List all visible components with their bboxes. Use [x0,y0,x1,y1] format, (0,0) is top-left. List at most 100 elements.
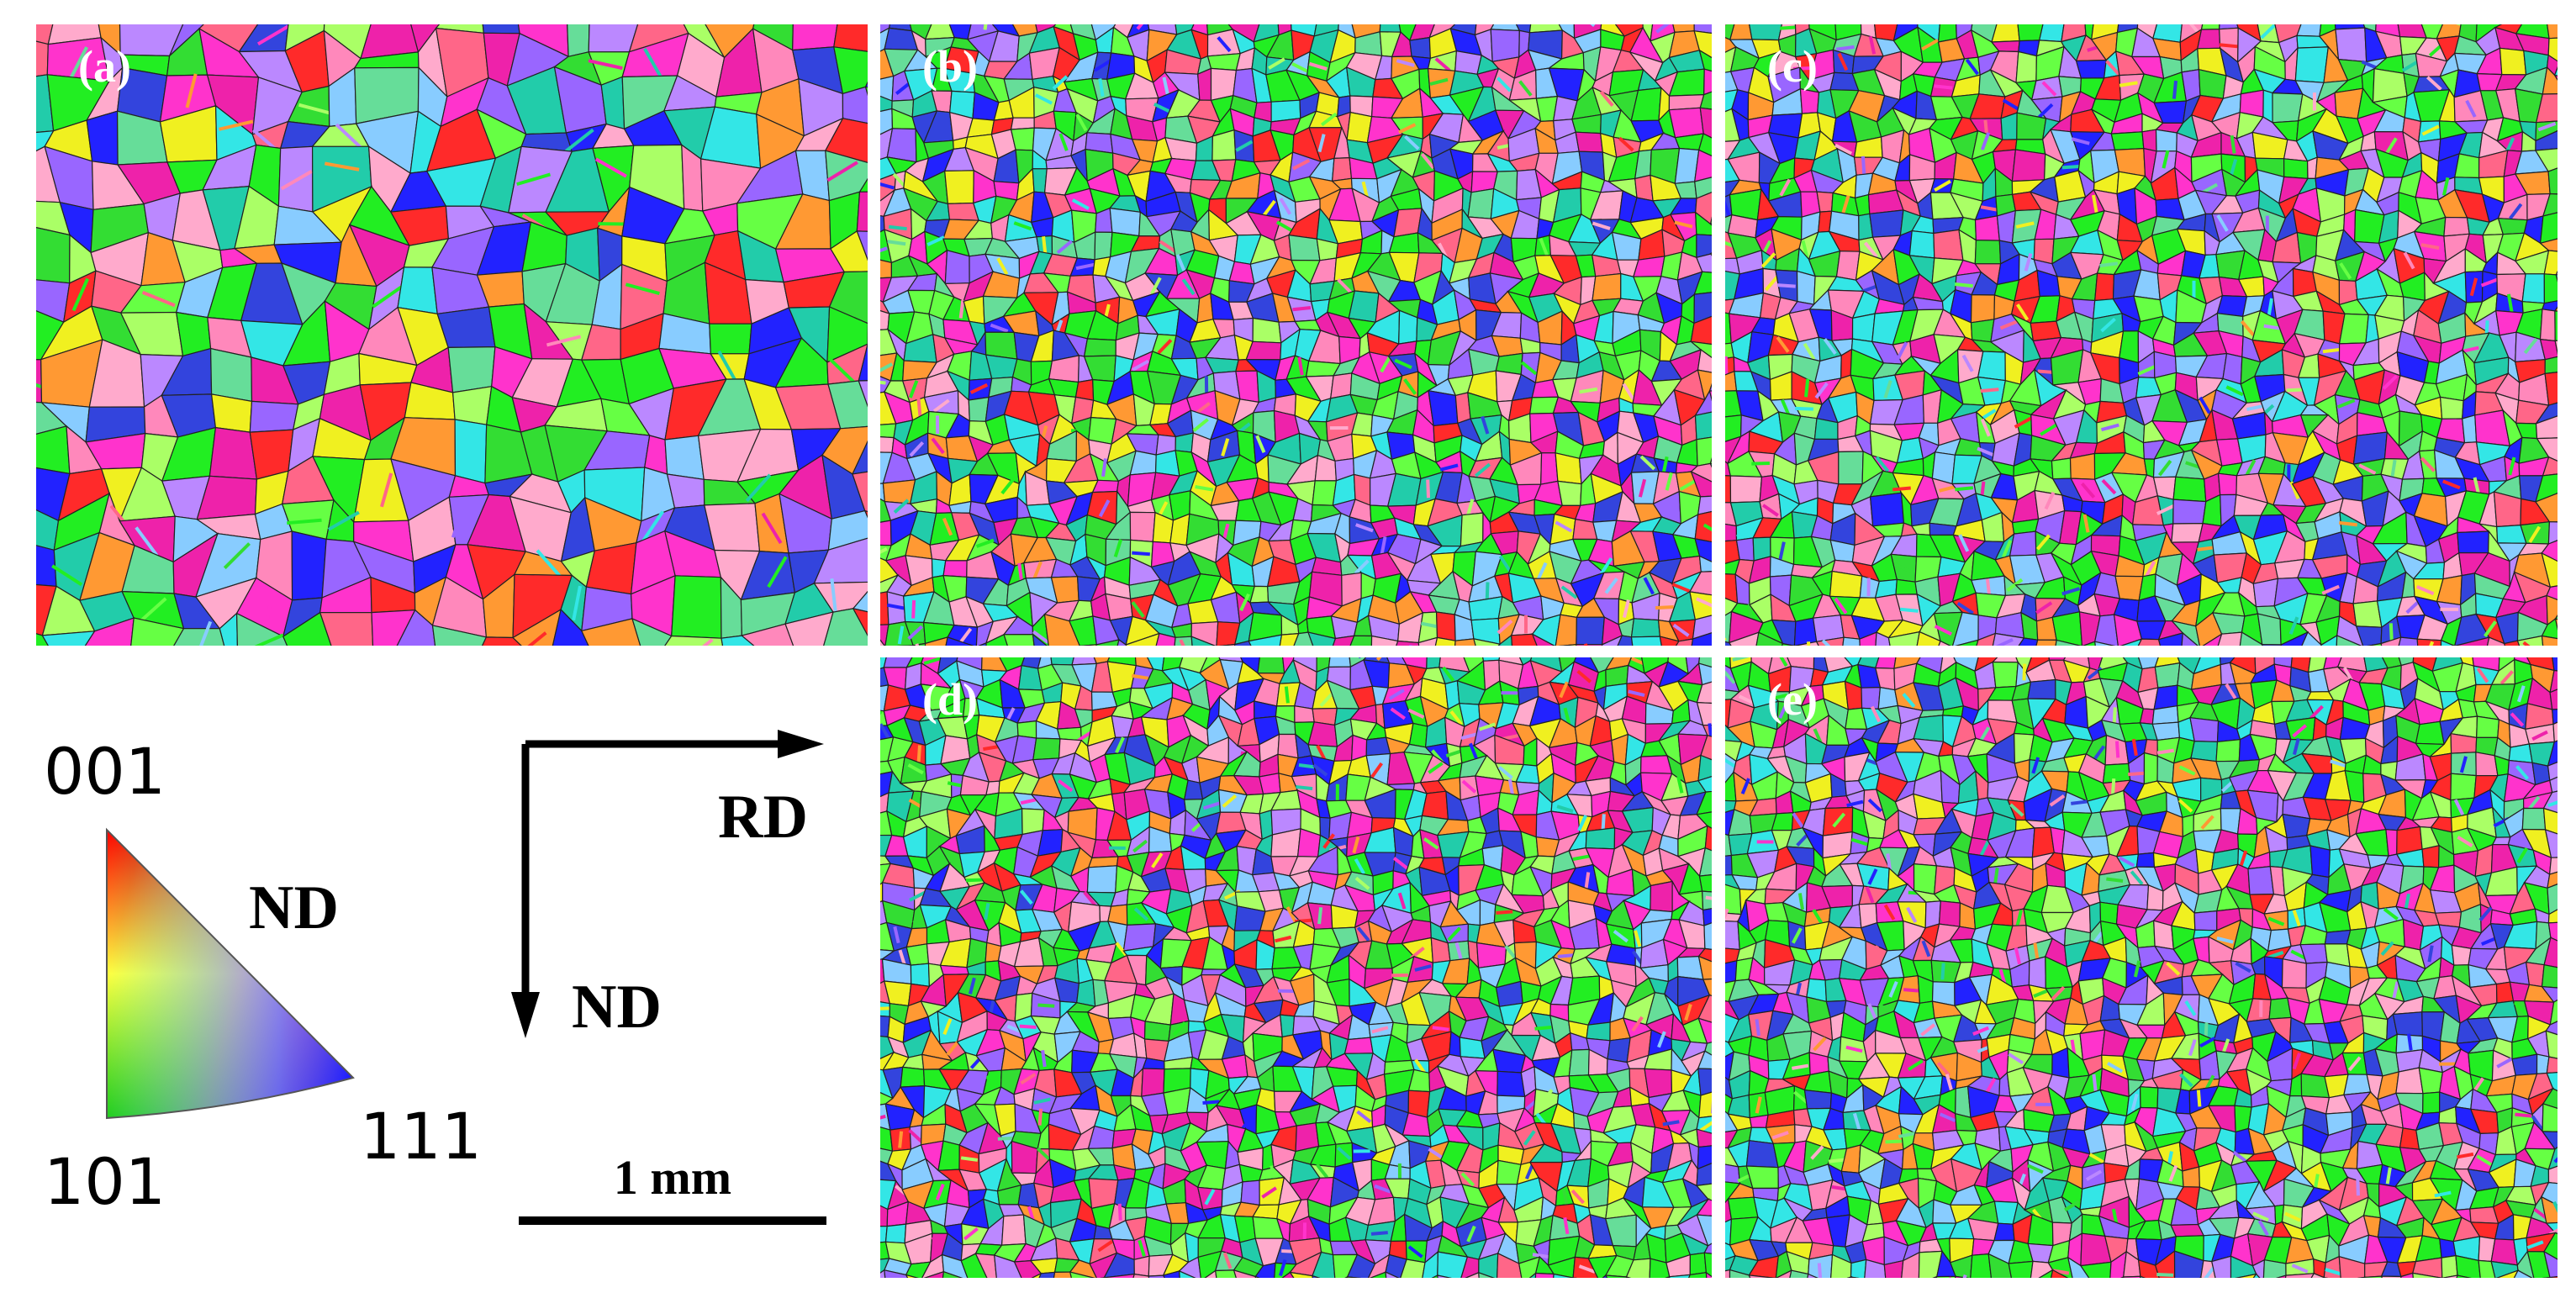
twin [1020,797,1037,805]
twin [2082,514,2090,533]
grain [664,635,724,646]
grain [1859,631,1877,646]
grain [1467,187,1495,219]
twin [1676,776,1684,794]
twin [2362,405,2381,413]
twin [1322,833,1335,849]
grain [1908,230,1935,259]
twin [880,710,883,715]
twin [1136,24,1144,30]
twin [1442,666,1455,682]
twin [1814,382,1829,399]
grain [1155,632,1176,646]
grain [880,591,889,625]
twin [251,681,282,699]
grain [1696,790,1712,815]
grain [1175,432,1194,453]
twin [1555,520,1573,533]
grain [2336,635,2362,646]
grain [786,673,842,698]
grain [2535,493,2558,523]
grain [210,393,253,433]
twin [1275,935,1292,943]
twin [1751,461,1770,466]
twin [641,510,664,542]
grain [512,608,562,646]
grain [84,617,135,646]
grain [2439,396,2464,419]
twin [2288,616,2299,635]
grain [945,636,974,646]
grain [2534,148,2558,172]
grain [470,657,533,712]
grain [1697,348,1712,373]
grain [2544,372,2558,406]
twin [2420,243,2440,250]
twin [1778,541,1786,561]
grain [880,436,895,453]
twin [1454,942,1463,959]
grain [1639,755,1673,774]
twin [1460,732,1478,741]
twin [923,657,941,666]
grain [1259,810,1274,841]
twin [1821,639,1831,646]
grain [1698,49,1712,72]
grain [1851,313,1876,343]
grain [2560,32,2576,62]
grain [1703,68,1712,96]
twin [1736,525,1754,539]
twin [2162,150,2170,169]
grain [2462,414,2478,444]
twin [1070,428,1090,435]
twin [2321,584,2340,595]
twin [1665,472,1673,491]
twin [983,744,1000,752]
twin [223,542,251,570]
twin [888,224,907,231]
twin [2080,482,2096,499]
twin [761,512,783,545]
grain [880,624,889,646]
grain [1689,591,1712,620]
grain [1257,657,1285,674]
grain [1349,635,1373,646]
grain [1511,633,1538,646]
twin [1241,1114,1255,1130]
twin [335,123,363,150]
grain [1725,523,1738,542]
twin [1132,359,1149,372]
twin [2267,298,2274,317]
grain [924,24,956,40]
twin [1301,221,1312,240]
twin [2225,385,2244,397]
grain [1970,293,1996,324]
twin [2429,641,2435,646]
grain [1218,643,1236,646]
grain [984,354,1018,379]
twin [1236,182,1254,198]
grain [1709,223,1712,226]
grain [2535,93,2558,124]
twin [909,441,925,457]
grain [1933,611,1963,646]
twin [1254,217,1267,235]
grain [1379,24,1401,33]
grain [1141,1068,1165,1097]
grain [1697,754,1712,782]
grain [2252,578,2279,608]
grain [2216,294,2248,318]
twin [2442,479,2461,490]
grain [1190,636,1217,646]
grain [1838,451,1864,485]
grain [1725,370,1738,392]
grain [1970,319,1995,343]
grain [2217,631,2243,646]
grain [813,537,868,584]
grain [2398,636,2419,646]
grain [447,346,496,393]
grain [2555,270,2558,276]
grain [1331,156,1353,182]
grain [1829,570,1863,599]
twin [1297,356,1304,376]
